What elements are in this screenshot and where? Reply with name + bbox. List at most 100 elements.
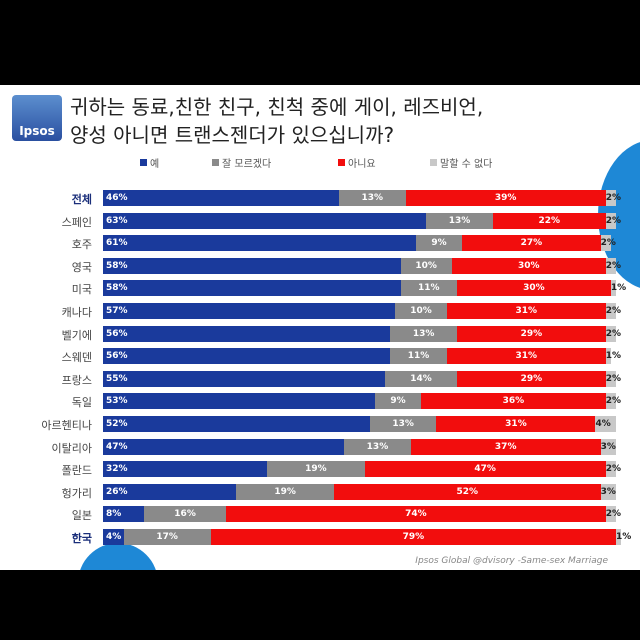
bar-segment (600, 235, 611, 252)
bar-segment (405, 190, 606, 206)
bar-segment (605, 506, 616, 523)
data-label: 36% (502, 396, 525, 407)
bar-segment (123, 529, 211, 545)
category-label: 헝가리 (61, 486, 92, 500)
data-label: 16% (174, 509, 196, 520)
data-label: 3% (600, 441, 616, 452)
bar-segment (103, 280, 401, 297)
bar-segment (605, 190, 616, 206)
bar-segment (103, 325, 391, 342)
source-note: Ipsos Global @dvisory -Same-sex Marriage (415, 556, 608, 566)
data-label: 2% (605, 306, 622, 316)
bar-segment (103, 370, 386, 387)
legend-swatch (140, 159, 147, 166)
legend-item: 잘 모르겠다 (212, 155, 271, 170)
category-label: 한국 (71, 532, 92, 545)
data-label: 11% (417, 283, 440, 294)
legend-label: 예 (150, 159, 160, 170)
bar-segment (421, 393, 606, 410)
bar-segment (600, 438, 616, 455)
data-label: 30% (518, 260, 540, 271)
data-label: 2% (605, 464, 622, 475)
data-label: 31% (515, 306, 537, 316)
data-label: 19% (305, 464, 327, 475)
category-label: 일본 (71, 509, 92, 523)
data-label: 27% (520, 238, 543, 249)
data-label: 9% (390, 396, 406, 407)
data-label: 17% (156, 532, 178, 542)
bar-segment (267, 461, 365, 478)
bar-segment (103, 416, 370, 432)
bar-segment (390, 325, 457, 342)
bar-segment (103, 461, 268, 478)
data-label: 39% (494, 193, 517, 203)
data-label: 2% (605, 396, 622, 407)
ipsos-logo: Ipsos (12, 95, 62, 141)
data-label: 52% (106, 419, 128, 429)
category-label: 영국 (71, 260, 92, 274)
bar-segment (374, 393, 422, 410)
bar-segment (144, 506, 227, 523)
bar-segment (605, 257, 616, 274)
bar-segment (210, 529, 616, 545)
data-label: 2% (600, 238, 616, 249)
category-label: 벨기에 (61, 328, 92, 342)
title-line-2: 양성 아니면 트랜스젠더가 있으십니까? (70, 123, 395, 147)
bar-segment (605, 393, 616, 410)
category-label: 독일 (71, 396, 92, 410)
bar-segment (395, 303, 447, 319)
bar-segment (103, 529, 124, 545)
logo-text: Ipsos (19, 124, 55, 138)
chart-slide: Ipsos 귀하는 동료,친한 친구, 친척 중에 게이, 레즈비언, 양성 아… (0, 85, 640, 570)
bar-segment (446, 348, 606, 365)
data-label: 31% (515, 351, 537, 362)
data-label: 2% (605, 509, 622, 520)
bar-segment (385, 370, 457, 387)
data-label: 79% (402, 532, 425, 542)
legend-label: 말할 수 없다 (440, 159, 493, 170)
bar-segment (462, 235, 601, 252)
data-label: 10% (415, 260, 437, 271)
category-label: 아르헨티나 (41, 419, 92, 432)
bar-segment (369, 416, 437, 432)
data-label: 56% (106, 351, 128, 362)
bar-segment (605, 370, 616, 387)
decorative-circle (78, 543, 158, 570)
bar-segment (616, 529, 622, 545)
bar-segment (456, 370, 606, 387)
legend-swatch (430, 159, 437, 166)
category-label: 호주 (71, 238, 92, 252)
category-label: 프랑스 (61, 373, 92, 387)
category-label: 미국 (71, 283, 92, 297)
data-label: 13% (392, 419, 414, 429)
data-label: 47% (106, 441, 128, 452)
bar-segment (595, 416, 616, 432)
data-label: 26% (106, 486, 128, 497)
bar-segment (600, 483, 616, 500)
data-label: 56% (106, 328, 128, 339)
bar-segment (103, 235, 416, 252)
data-label: 53% (106, 396, 128, 407)
data-label: 11% (407, 351, 430, 362)
bar-segment (103, 212, 427, 229)
category-label: 캐나다 (61, 306, 92, 319)
bar-segment (103, 506, 145, 523)
bar-segment (390, 348, 447, 365)
bar-segment (103, 190, 339, 206)
data-label: 13% (361, 193, 384, 203)
legend-swatch (212, 159, 219, 166)
data-label: 31% (505, 419, 527, 429)
bar-segment (333, 483, 601, 500)
data-label: 1% (616, 532, 632, 542)
data-label: 2% (605, 193, 622, 203)
category-label: 전체 (71, 193, 92, 206)
category-label: 폴란드 (61, 464, 92, 478)
data-label: 9% (431, 238, 447, 249)
bar-segment (605, 303, 616, 319)
data-label: 2% (605, 260, 622, 271)
legend-item: 아니요 (338, 155, 376, 170)
data-label: 63% (106, 215, 128, 226)
data-label: 4% (106, 532, 122, 542)
data-label: 13% (412, 328, 435, 339)
